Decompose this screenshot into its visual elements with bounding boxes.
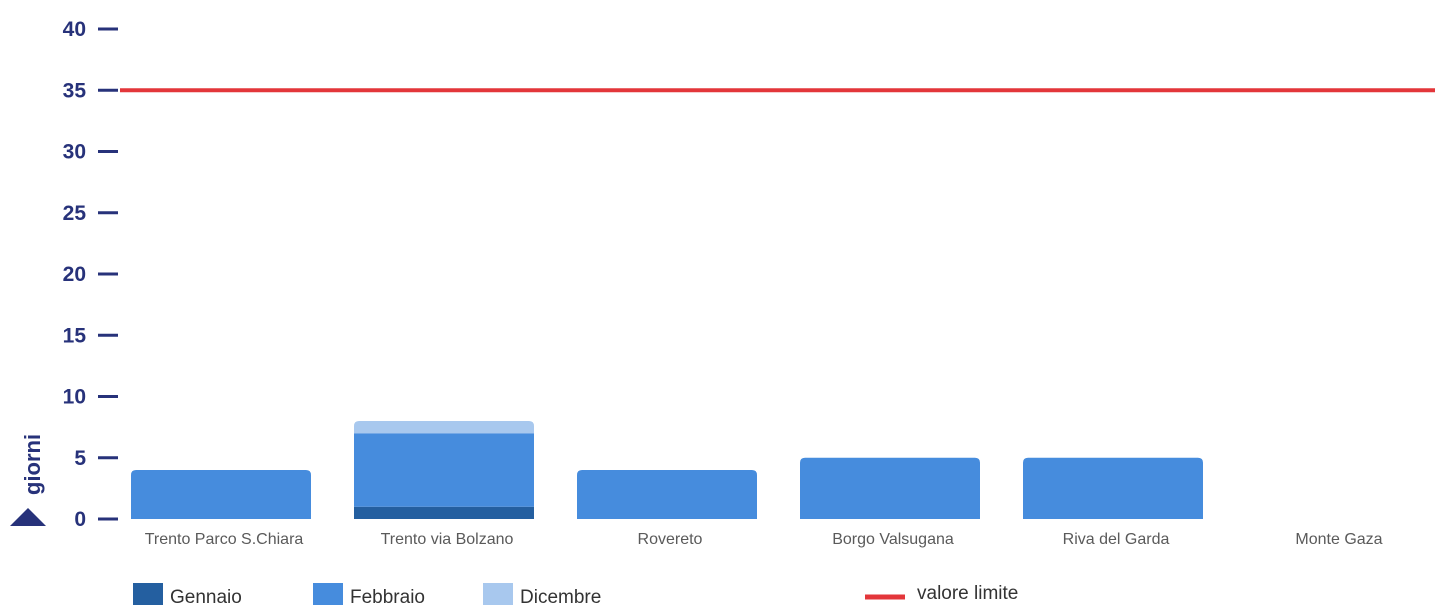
x-tick-label: Borgo Valsugana: [832, 531, 954, 548]
legend: Gennaio Febbraio Dicembre valore limite: [133, 583, 1018, 606]
bar-febbraio: [1023, 458, 1203, 519]
x-tick-label: Rovereto: [638, 531, 703, 548]
y-tick-label: 40: [63, 18, 86, 41]
bars: [131, 421, 1203, 519]
x-axis-labels: Trento Parco S.Chiara Trento via Bolzano R…: [145, 531, 1383, 548]
legend-label: Dicembre: [520, 587, 601, 606]
bar-febbraio: [800, 458, 980, 519]
bar-febbraio: [131, 470, 311, 519]
bar-gennaio: [354, 507, 534, 519]
y-axis: 0 5 10 15 20 25 30 35 40: [63, 18, 118, 531]
legend-label-limit: valore limite: [917, 583, 1018, 604]
y-tick-label: 0: [74, 508, 86, 531]
legend-swatch-dicembre: [483, 583, 513, 605]
x-tick-label: Monte Gaza: [1295, 531, 1382, 548]
bar-dicembre: [354, 421, 534, 433]
y-tick-label: 25: [63, 202, 87, 225]
x-tick-label: Riva del Garda: [1063, 531, 1170, 548]
y-tick-label: 35: [63, 79, 87, 102]
bar-febbraio: [577, 470, 757, 519]
y-axis-label-group: giorni: [10, 434, 46, 526]
y-tick-label: 20: [63, 263, 86, 286]
y-tick-label: 30: [63, 141, 86, 164]
legend-swatch-febbraio: [313, 583, 343, 605]
legend-swatch-gennaio: [133, 583, 163, 605]
y-tick-label: 15: [63, 324, 87, 347]
legend-label: Gennaio: [170, 587, 242, 606]
y-tick-label: 5: [74, 447, 86, 470]
x-tick-label: Trento Parco S.Chiara: [145, 531, 304, 548]
bar-febbraio: [354, 433, 534, 507]
x-tick-label: Trento via Bolzano: [381, 531, 514, 548]
y-axis-arrow-icon: [10, 508, 46, 526]
legend-label: Febbraio: [350, 587, 425, 606]
y-tick-label: 10: [63, 386, 86, 409]
y-axis-label: giorni: [20, 434, 45, 495]
